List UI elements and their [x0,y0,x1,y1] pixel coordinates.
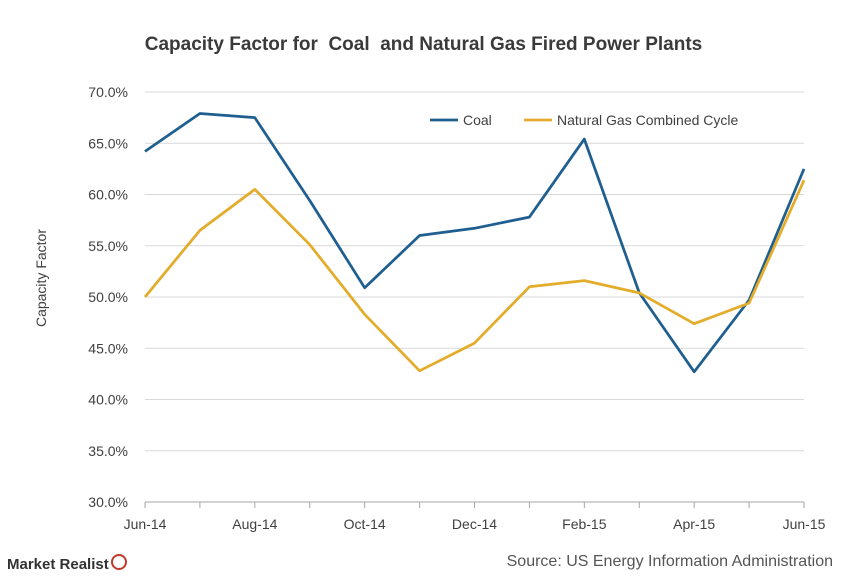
x-axis: Jun-14 Aug-14 Oct-14 Dec-14 Feb-15 Apr-15 Jun-… [124,501,826,532]
y-tick-label: 55.0% [88,238,128,254]
y-tick-label: 45.0% [88,340,128,356]
y-tick-label: 30.0% [88,494,128,510]
legend-label: Natural Gas Combined Cycle [557,112,739,128]
y-tick-label: 70.0% [88,84,128,100]
natural-gas-series-line [143,179,806,373]
x-tick-label: Jun-15 [783,516,826,532]
legend-label: Coal [463,112,492,128]
gridlines [145,91,804,452]
y-tick-label: 65.0% [88,135,128,151]
x-tick-label: Oct-14 [344,516,386,532]
brand-name: Market Realist [7,556,109,573]
x-tick-label: Dec-14 [452,516,497,532]
y-tick-label: 60.0% [88,187,128,203]
chart-title: Capacity Factor for Coal and Natural Gas… [144,34,703,55]
y-tick-label: 40.0% [88,392,128,408]
x-tick-label: Jun-14 [124,516,167,532]
source-note: Source: US Energy Information Administra… [506,553,833,570]
coal-series-line [144,112,806,374]
series-lines [143,112,806,374]
brand-logo: Market Realist [7,553,127,573]
y-tick-label: 35.0% [88,443,128,459]
magnifier-icon [110,554,127,570]
x-tick-label: Aug-14 [232,516,277,532]
x-tick-label: Feb-15 [562,516,607,532]
legend: Coal Natural Gas Combined Cycle [430,112,739,128]
x-tick-label: Apr-15 [673,516,715,532]
y-tick-labels: 30.0% 35.0% 40.0% 45.0% 50.0% 55.0% 60.0% 65.0%… [88,84,128,510]
y-tick-label: 50.0% [88,289,128,305]
